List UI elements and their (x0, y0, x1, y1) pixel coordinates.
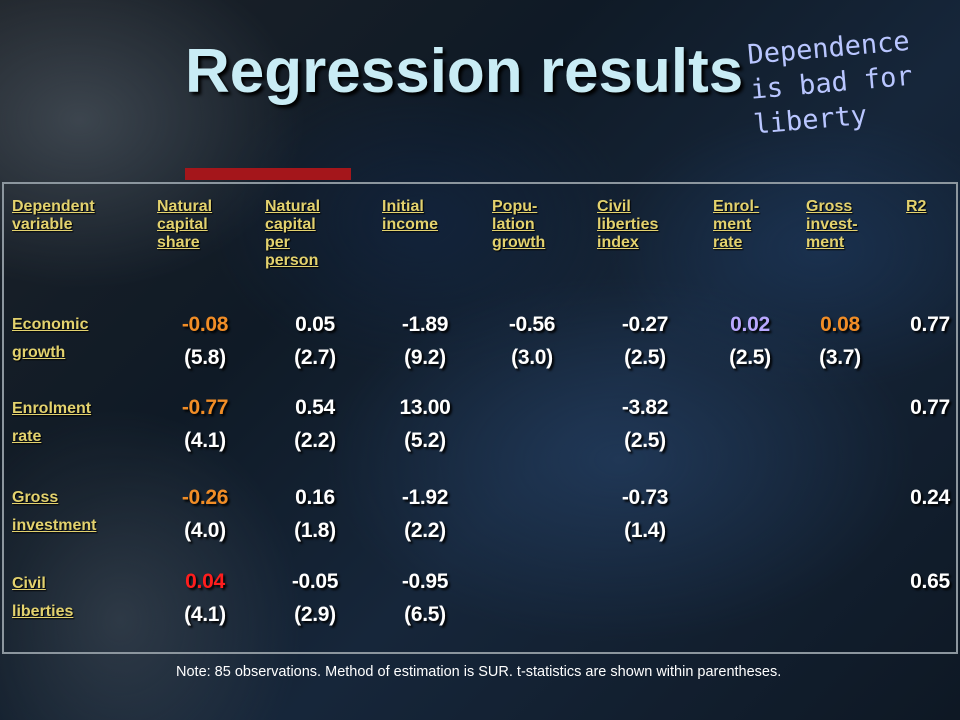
row-label: Gross investment (12, 484, 96, 540)
column-header: Initial income (382, 198, 438, 234)
tstat-cell: (2.7) (294, 346, 336, 369)
tstat-cell: (2.5) (624, 346, 666, 369)
title-accent-bar (185, 168, 351, 180)
row-label-line: liberties (12, 603, 74, 620)
tstat-cell: (5.2) (404, 429, 446, 452)
column-header-line: ment (713, 216, 752, 233)
row-label-line: Civil (12, 575, 46, 592)
row-label: Civil liberties (12, 570, 73, 626)
tstat-cell: (1.4) (624, 519, 666, 542)
column-header-line: Gross (806, 198, 853, 215)
row-label-line: growth (12, 344, 66, 361)
column-header-line: capital (265, 216, 316, 233)
tstat-cell: (6.5) (404, 603, 446, 626)
column-header-line: Dependent (12, 198, 95, 215)
table-footnote: Note: 85 observations. Method of estimat… (176, 664, 782, 680)
column-header-line: income (382, 216, 439, 233)
column-header-line: liberties (597, 216, 659, 233)
r-squared-cell: 0.77 (910, 313, 950, 336)
column-header-line: Popu- (492, 198, 538, 215)
row-label-line: Gross (12, 489, 59, 506)
coefficient-cell: -3.82 (621, 396, 669, 419)
column-header-line: Initial (382, 198, 424, 215)
column-header: Popu-lation growth (492, 198, 545, 252)
column-header-line: per (265, 234, 290, 251)
column-header-line: capital (157, 216, 208, 233)
column-header-line: Enrol- (713, 198, 760, 215)
coefficient-cell: 0.02 (730, 313, 770, 336)
row-label-line: investment (12, 517, 97, 534)
column-header: Dependent variable (12, 198, 95, 234)
tstat-cell: (4.0) (184, 519, 226, 542)
coefficient-cell: -0.08 (181, 313, 229, 336)
annotation-note: Dependence is bad for liberty (746, 20, 959, 142)
coefficient-cell: 0.08 (820, 313, 860, 336)
coefficient-cell: 0.54 (295, 396, 335, 419)
column-header-line: invest- (806, 216, 858, 233)
row-label-line: Economic (12, 316, 89, 333)
column-header-line: share (157, 234, 200, 251)
coefficient-cell: -0.73 (621, 486, 669, 509)
coefficient-cell: -0.56 (508, 313, 556, 336)
column-header-line: person (265, 252, 319, 269)
column-header-line: variable (12, 216, 73, 233)
tstat-cell: (2.2) (404, 519, 446, 542)
coefficient-cell: -1.92 (401, 486, 449, 509)
coefficient-cell: 0.16 (295, 486, 335, 509)
coefficient-cell: -0.95 (401, 570, 449, 593)
coefficient-cell: -0.27 (621, 313, 669, 336)
coefficient-cell: -0.77 (181, 396, 229, 419)
tstat-cell: (2.5) (624, 429, 666, 452)
slide-title: Regression results (185, 37, 744, 106)
tstat-cell: (4.1) (184, 429, 226, 452)
column-header: Natural capital per person (265, 198, 320, 270)
coefficient-cell: -0.05 (291, 570, 339, 593)
tstat-cell: (2.5) (729, 346, 771, 369)
column-header-line: Natural (157, 198, 213, 215)
coefficient-cell: -0.26 (181, 486, 229, 509)
column-header-line: ment (806, 234, 845, 251)
column-header-line: index (597, 234, 639, 251)
column-header-line: Natural (265, 198, 321, 215)
r-squared-cell: 0.65 (910, 570, 950, 593)
tstat-cell: (2.2) (294, 429, 336, 452)
column-header: Enrol-ment rate (713, 198, 759, 252)
column-header: Civil liberties index (597, 198, 658, 252)
column-header: Gross invest-ment (806, 198, 858, 252)
tstat-cell: (3.7) (819, 346, 861, 369)
row-label-line: Enrolment (12, 400, 92, 417)
column-header: R2 (906, 198, 926, 216)
r-squared-cell: 0.77 (910, 396, 950, 419)
tstat-cell: (4.1) (184, 603, 226, 626)
coefficient-cell: -1.89 (401, 313, 449, 336)
row-label: Economic growth (12, 311, 88, 367)
tstat-cell: (2.9) (294, 603, 336, 626)
coefficient-cell: 0.05 (295, 313, 335, 336)
column-header: Natural capital share (157, 198, 212, 252)
column-header-line: rate (713, 234, 743, 251)
column-header-line: R2 (906, 198, 927, 215)
row-label: Enrolment rate (12, 395, 91, 451)
coefficient-cell: 0.04 (185, 570, 225, 593)
tstat-cell: (5.8) (184, 346, 226, 369)
column-header-line: Civil (597, 198, 631, 215)
column-header-line: growth (492, 234, 546, 251)
r-squared-cell: 0.24 (910, 486, 950, 509)
tstat-cell: (3.0) (511, 346, 553, 369)
column-header-line: lation (492, 216, 535, 233)
row-label-line: rate (12, 428, 42, 445)
coefficient-cell: 13.00 (399, 396, 451, 419)
results-table-frame (2, 182, 958, 654)
table-header-row: Dependent variable Natural capital share Natu… (0, 198, 960, 298)
tstat-cell: (1.8) (294, 519, 336, 542)
tstat-cell: (9.2) (404, 346, 446, 369)
